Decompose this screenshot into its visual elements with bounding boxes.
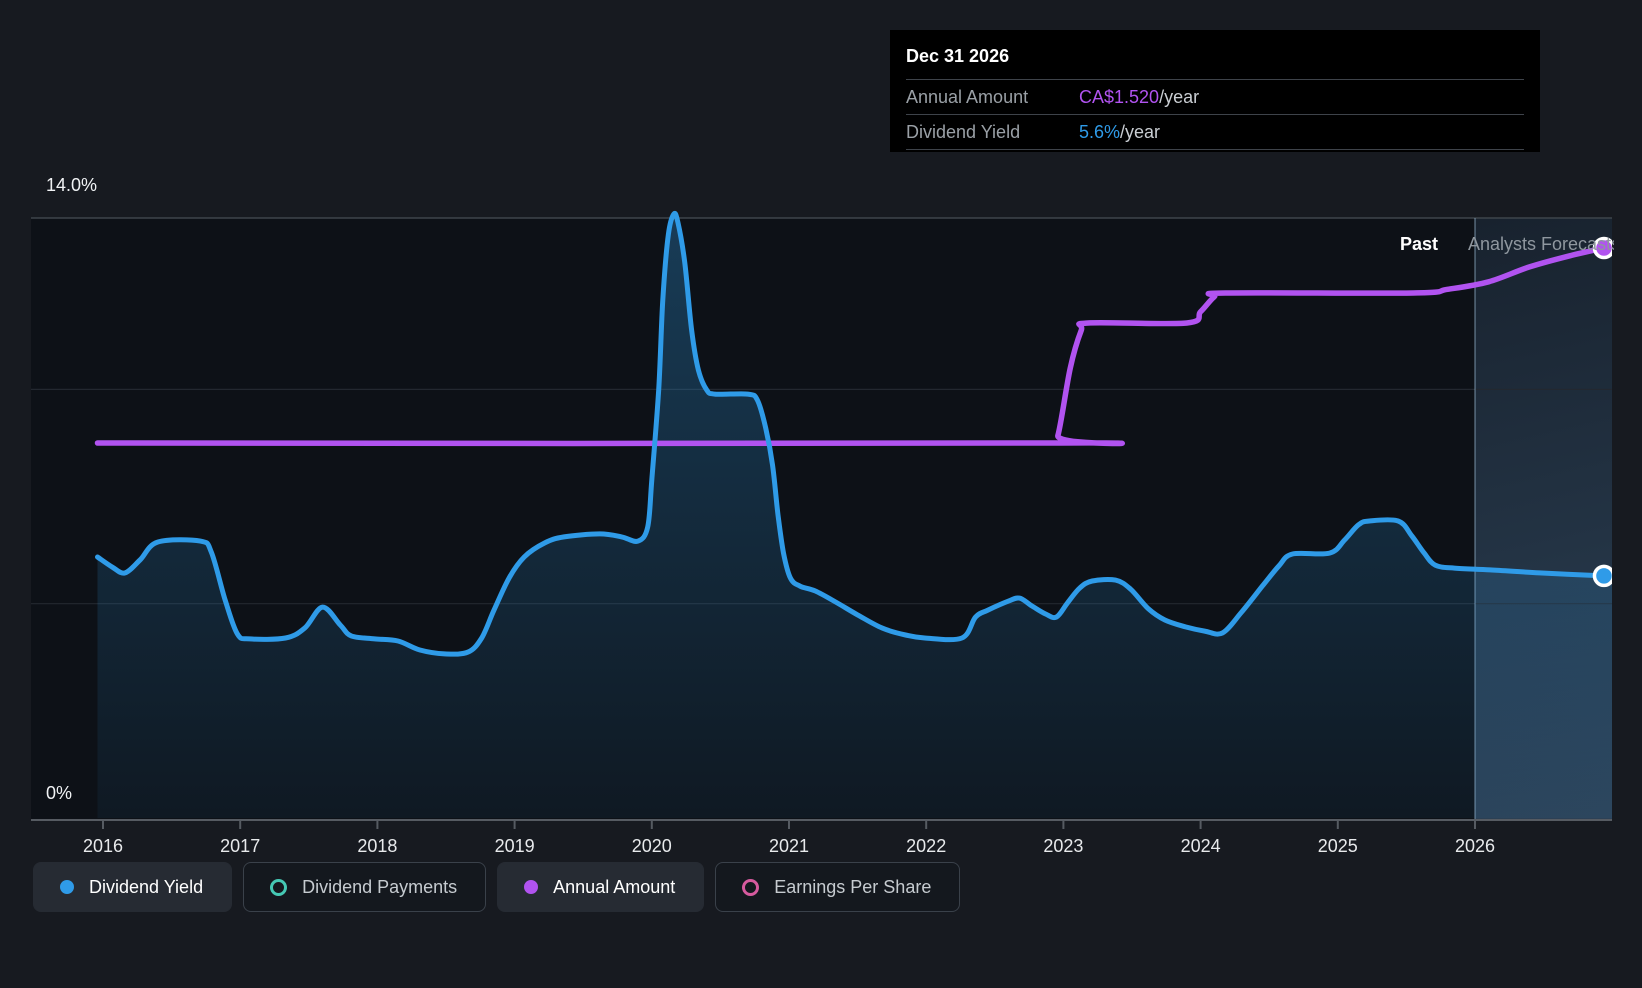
x-axis-label-2019: 2019 — [494, 836, 535, 856]
x-axis-label-2022: 2022 — [906, 836, 947, 856]
chart-legend: Dividend Yield Dividend Payments Annual Am… — [33, 862, 961, 912]
legend-item-label: Dividend Payments — [302, 876, 458, 897]
dividend-yield-area — [97, 213, 1612, 818]
legend-item-dividend-payments[interactable]: Dividend Payments — [243, 862, 487, 912]
past-region-label: Past — [1399, 234, 1438, 254]
legend-item-earnings-per-share[interactable]: Earnings Per Share — [715, 862, 961, 912]
tooltip-row-dividend-yield: Dividend Yield 5.6%/year — [906, 114, 1524, 149]
legend-item-label: Earnings Per Share — [774, 876, 932, 897]
legend-marker-hollow-icon — [270, 878, 288, 896]
tooltip-rows: Annual Amount CA$1.520/year Dividend Yield… — [906, 79, 1524, 150]
tooltip-row-value: 5.6% — [1079, 121, 1121, 142]
x-axis-label-2023: 2023 — [1043, 836, 1084, 856]
chart-tooltip: Dec 31 2026 Annual Amount CA$1.520/year Di… — [890, 30, 1540, 152]
y-axis-top-label: 14.0% — [46, 175, 98, 195]
forecast-region-label-text: Analysts Forecasts — [1468, 234, 1614, 254]
x-axis-label-2017: 2017 — [220, 836, 261, 856]
legend-item-annual-amount[interactable]: Annual Amount — [497, 862, 705, 912]
x-axis-label-2021: 2021 — [768, 836, 810, 856]
forecast-region-label: Analysts Forecasts — [1468, 233, 1614, 255]
legend-marker-filled-icon — [524, 880, 539, 894]
tooltip-row-label: Annual Amount — [906, 86, 1029, 107]
legend-item-dividend-yield[interactable]: Dividend Yield — [33, 862, 233, 912]
x-axis-label-2026: 2026 — [1454, 836, 1496, 856]
tooltip-date: Dec 31 2026 — [906, 46, 1010, 66]
x-axis-label-2016: 2016 — [82, 836, 124, 856]
legend-marker-hollow-icon — [742, 878, 760, 896]
x-axis-label-2020: 2020 — [631, 836, 672, 856]
tooltip-row-suffix: /year — [1159, 86, 1200, 107]
tooltip-row-suffix: /year — [1120, 121, 1161, 142]
y-axis-bottom-label: 0% — [46, 783, 73, 803]
x-axis-label-2018: 2018 — [357, 836, 398, 856]
x-axis-label-2025: 2025 — [1317, 836, 1358, 856]
annual-amount-end-marker — [1592, 236, 1612, 260]
tooltip-row-value: CA$1.520 — [1079, 86, 1160, 107]
dividend-yield-line — [95, 210, 1607, 657]
tooltip-row-label: Dividend Yield — [906, 121, 1021, 142]
legend-item-label: Annual Amount — [553, 876, 676, 897]
annual-amount-line — [94, 245, 1607, 447]
x-axis-label-2024: 2024 — [1180, 836, 1221, 856]
legend-marker-filled-icon — [60, 880, 74, 894]
dividend-yield-end-marker — [1592, 564, 1612, 588]
tooltip-row-annual-amount: Annual Amount CA$1.520/year — [906, 79, 1524, 114]
legend-item-label: Dividend Yield — [89, 876, 204, 897]
